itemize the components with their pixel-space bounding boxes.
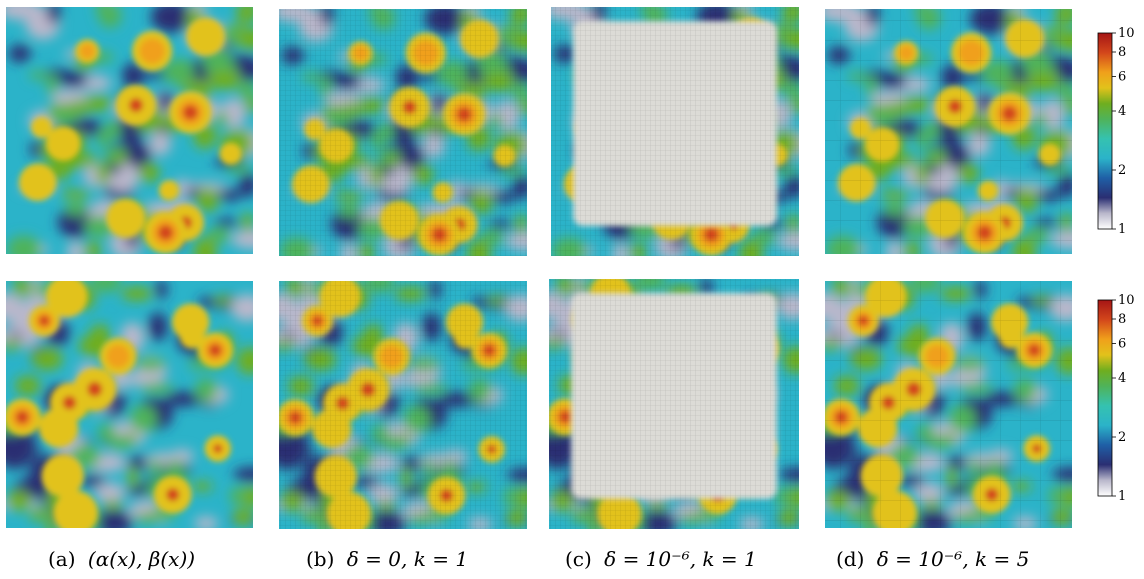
caption-d: (d) δ = 10⁻⁶, k = 5: [836, 547, 1029, 571]
colorbar-row-1: 10 8 6 4 2 1: [1097, 26, 1135, 237]
caption-c: (c) δ = 10⁻⁶, k = 1: [565, 547, 757, 571]
panel-a-row-2: [6, 281, 253, 528]
colorbar-tick-label: 1: [1118, 222, 1126, 237]
colorbar-tick-label: 2: [1118, 163, 1126, 178]
colorbar-tick-label: 6: [1118, 70, 1126, 85]
panel-a-row-1: [6, 7, 253, 254]
caption-a: (a) (α(x), β(x)): [48, 547, 195, 571]
panel-c-row-1: [551, 7, 799, 256]
colorbar-tick-label: 10: [1118, 293, 1135, 308]
colorbar-gradient: [1097, 299, 1113, 497]
captions: (a) (α(x), β(x)) (b) δ = 0, k = 1 (c) δ …: [48, 547, 1029, 571]
panel-d-row-2: [825, 281, 1072, 528]
colorbar-tick-label: 6: [1118, 337, 1126, 352]
colorbar-tick-label: 1: [1118, 489, 1126, 504]
colorbar-tick-label: 8: [1118, 45, 1126, 60]
panel-b-row-1: [279, 9, 527, 256]
panel-c-row-2: [549, 279, 799, 529]
colorbar-row-2: 10 8 6 4 2 1: [1097, 293, 1135, 504]
panel-b-row-2: [279, 281, 527, 529]
colorbar-tick-label: 2: [1118, 430, 1126, 445]
colorbar-tick-label: 10: [1118, 26, 1135, 41]
panel-d-row-1: [825, 9, 1072, 254]
row-1: [6, 7, 1072, 256]
colorbar-tick-label: 4: [1118, 371, 1126, 386]
caption-b: (b) δ = 0, k = 1: [306, 547, 468, 571]
colorbar-tick-label: 8: [1118, 312, 1126, 327]
colorbar-tick-label: 4: [1118, 104, 1126, 119]
colorbar-gradient: [1097, 32, 1113, 230]
row-2: [6, 279, 1072, 529]
